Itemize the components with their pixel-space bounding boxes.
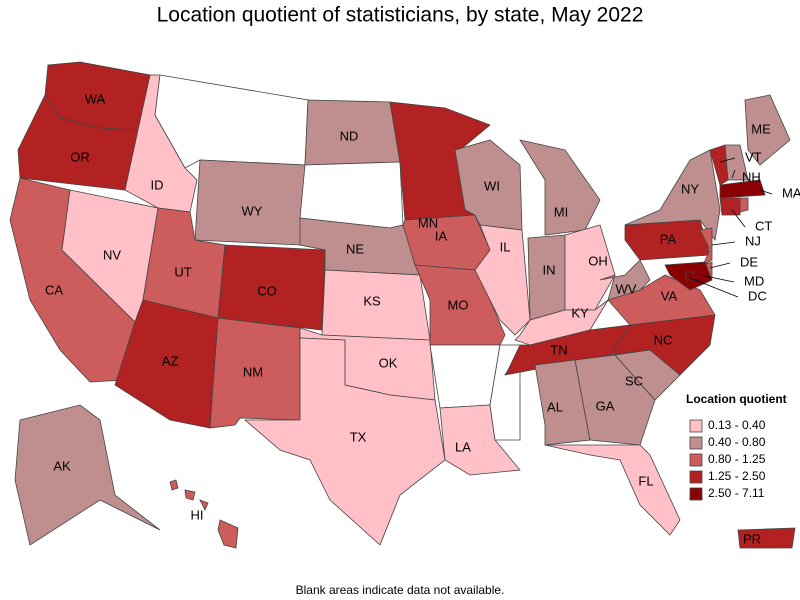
state	[534, 359, 591, 446]
state-label: TN	[550, 342, 567, 357]
state-label: UT	[174, 264, 191, 279]
legend-label: 0.40 - 0.80	[708, 435, 766, 449]
state	[243, 337, 446, 546]
state-label: CO	[257, 283, 277, 298]
legend-swatch	[689, 419, 703, 433]
leader-line	[731, 169, 736, 179]
state-label: OH	[588, 253, 608, 268]
state-label: DC	[748, 288, 767, 303]
state	[599, 259, 651, 301]
state-label: MA	[782, 185, 800, 200]
state-label: IN	[543, 262, 556, 277]
note: Blank areas indicate data not available.	[296, 583, 505, 597]
legend-swatch	[689, 453, 703, 467]
state-label: AZ	[162, 353, 179, 368]
state-label: NY	[681, 181, 699, 196]
legend-swatch	[689, 436, 703, 450]
state	[564, 224, 616, 311]
leader-line	[719, 157, 736, 163]
state-label: VA	[661, 288, 678, 303]
state-label: MO	[448, 297, 469, 312]
state-label: WV	[616, 281, 637, 296]
state-label: SC	[625, 373, 643, 388]
state-label: KS	[363, 293, 381, 308]
state-label: GA	[596, 398, 615, 413]
state-label: NE	[346, 241, 364, 256]
state-label: AK	[53, 458, 71, 473]
state-label: NM	[243, 364, 263, 379]
state-label: MN	[418, 215, 438, 230]
states	[9, 61, 796, 549]
state-label: NH	[742, 169, 761, 184]
state	[744, 94, 791, 166]
state-label: FL	[638, 473, 653, 488]
leader-line	[709, 262, 731, 269]
state	[624, 149, 721, 241]
state-label: PR	[743, 531, 761, 546]
state-label: WA	[85, 91, 106, 106]
legend-title: Location quotient	[686, 392, 787, 406]
state-label: ID	[151, 177, 164, 192]
state	[154, 74, 309, 169]
state-label: MD	[744, 273, 764, 288]
state-label: HI	[191, 507, 204, 522]
state-label: VT	[745, 149, 762, 164]
state	[719, 179, 766, 199]
state-label: CA	[45, 282, 63, 297]
state-label: NV	[103, 247, 121, 262]
state-label: ME	[751, 121, 771, 136]
title: Location quotient of statisticians, by s…	[157, 4, 644, 27]
state	[739, 197, 749, 213]
state-label: NC	[654, 332, 673, 347]
legend-label: 0.13 - 0.40	[708, 418, 766, 432]
state	[299, 161, 404, 229]
state-label: PA	[660, 231, 677, 246]
legend-label: 2.50 - 7.11	[708, 486, 765, 500]
state	[14, 404, 161, 546]
state-label: MI	[554, 204, 568, 219]
state-label: NJ	[745, 233, 761, 248]
state-label: TX	[350, 429, 367, 444]
state-label: OR	[70, 149, 90, 164]
state	[169, 479, 239, 549]
state	[699, 227, 713, 266]
leader-line	[711, 241, 736, 246]
state	[519, 139, 601, 236]
state	[724, 144, 749, 181]
state-label: IL	[500, 239, 511, 254]
leader-line	[689, 277, 739, 298]
legend-swatch	[689, 470, 703, 484]
state-label: LA	[455, 439, 471, 454]
state-label: CT	[755, 218, 772, 233]
state	[544, 444, 681, 536]
state-label: OK	[379, 355, 398, 370]
state-label: WI	[484, 178, 500, 193]
state	[429, 344, 501, 409]
state	[527, 234, 566, 321]
leader-line	[699, 274, 735, 283]
state	[474, 224, 531, 336]
state-label: ND	[340, 128, 359, 143]
state-label: DE	[740, 254, 758, 269]
state-label: AL	[547, 399, 563, 414]
legend-swatch	[689, 487, 703, 501]
state-label: IA	[435, 228, 448, 243]
state	[737, 527, 796, 549]
legend: 0.13 - 0.40 0.40 - 0.80 0.80 - 1.25 1.25 - …	[689, 418, 766, 501]
legend-label: 0.80 - 1.25	[708, 452, 766, 466]
state-label: KY	[571, 305, 589, 320]
state	[504, 324, 631, 376]
legend-label: 1.25 - 2.50	[708, 469, 766, 483]
state	[719, 197, 741, 216]
leader-line	[759, 189, 773, 195]
leader-line	[731, 209, 746, 228]
state-label: WY	[242, 203, 263, 218]
